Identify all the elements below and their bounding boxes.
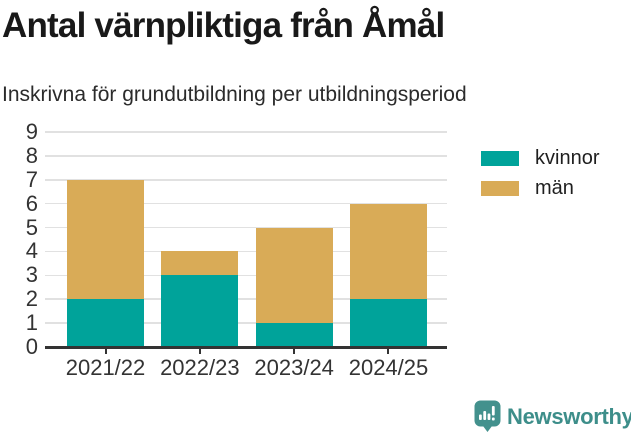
x-axis-tick-label: 2023/24 bbox=[254, 355, 334, 380]
x-axis-tick bbox=[293, 348, 296, 354]
gridline bbox=[45, 131, 447, 133]
gridline bbox=[45, 155, 447, 157]
y-axis-tick-label: 4 bbox=[25, 238, 38, 264]
gridline bbox=[45, 179, 447, 181]
legend-swatch-kvinnor bbox=[481, 150, 519, 166]
legend-swatch-man bbox=[481, 180, 519, 196]
bar-segment-kvinnor bbox=[255, 323, 333, 347]
bar-segment-män bbox=[161, 251, 239, 276]
legend-label-kvinnor: kvinnor bbox=[535, 147, 600, 169]
bar-segment-kvinnor bbox=[67, 299, 144, 347]
bar-chart-pin-icon bbox=[474, 400, 501, 432]
chart-title: Antal värnpliktiga från Åmål bbox=[2, 6, 445, 45]
gridline bbox=[45, 298, 447, 300]
x-axis-tick bbox=[104, 348, 107, 354]
y-axis-tick-label: 0 bbox=[25, 334, 38, 359]
legend-item-kvinnor: kvinnor bbox=[481, 146, 599, 170]
gridline bbox=[45, 250, 447, 253]
x-axis-tick bbox=[387, 348, 390, 354]
y-axis-tick-label: 1 bbox=[25, 310, 38, 336]
gridline bbox=[45, 322, 447, 324]
x-axis-line bbox=[45, 346, 447, 349]
y-axis-tick-label: 8 bbox=[25, 142, 38, 168]
bar-segment-kvinnor bbox=[161, 275, 239, 347]
bar-segment-män bbox=[255, 227, 333, 324]
legend: kvinnor män bbox=[481, 146, 599, 200]
bar-segment-män bbox=[349, 203, 427, 300]
y-axis-tick-label: 3 bbox=[25, 262, 38, 288]
y-axis-tick-label: 7 bbox=[25, 166, 38, 192]
legend-item-man: män bbox=[481, 176, 599, 200]
newsworthy-wordmark: Newsworthy bbox=[507, 403, 631, 429]
newsworthy-logo: Newsworthy bbox=[474, 400, 631, 433]
gridline bbox=[45, 202, 447, 205]
x-axis-tick-label: 2021/22 bbox=[65, 355, 146, 380]
legend-label-man: män bbox=[535, 177, 574, 199]
x-axis-tick-label: 2022/23 bbox=[160, 355, 240, 380]
gridline bbox=[45, 226, 447, 229]
y-axis-tick-label: 6 bbox=[25, 190, 38, 216]
gridline bbox=[45, 274, 447, 277]
y-axis-tick-label: 5 bbox=[25, 214, 38, 240]
x-axis-tick bbox=[198, 348, 201, 354]
chart-subtitle: Inskrivna för grundutbildning per utbild… bbox=[2, 83, 467, 106]
bar-segment-kvinnor bbox=[349, 299, 427, 347]
y-axis-tick-label: 9 bbox=[25, 119, 38, 144]
bar-segment-män bbox=[67, 179, 144, 300]
y-axis-tick-label: 2 bbox=[25, 286, 38, 312]
x-axis-tick-label: 2024/25 bbox=[348, 355, 429, 380]
